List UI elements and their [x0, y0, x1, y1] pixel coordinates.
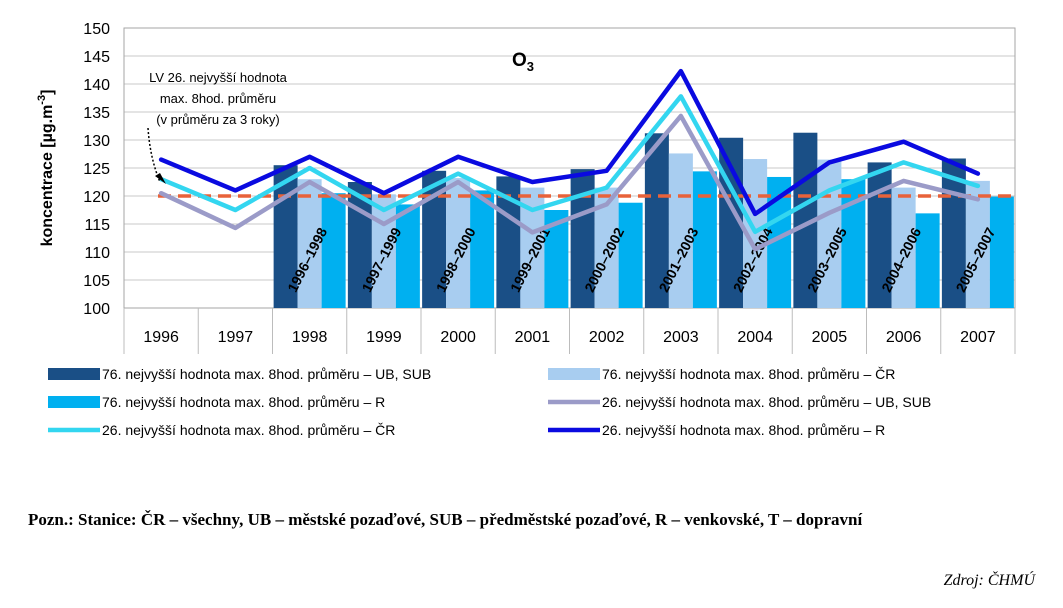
bar [395, 204, 420, 308]
y-tick-label: 130 [83, 133, 110, 150]
y-tick-label: 115 [84, 217, 110, 234]
bar [817, 159, 842, 308]
legend-swatch [48, 396, 100, 408]
y-tick-label: 150 [83, 21, 110, 38]
x-tick-label: 2001 [515, 329, 551, 346]
bar [891, 187, 916, 308]
note-text: Pozn.: Stanice: ČR – všechny, UB – městs… [28, 510, 863, 529]
y-tick-label: 135 [83, 105, 110, 122]
annotation-text: (v průměru za 3 roky) [156, 112, 280, 127]
source-text: Zdroj: ČHMÚ [943, 572, 1035, 589]
y-tick-label: 125 [83, 161, 110, 178]
bar [965, 180, 990, 308]
bar [446, 178, 471, 308]
y-tick-label: 105 [83, 273, 110, 290]
y-tick-label: 110 [84, 245, 110, 262]
legend-label: 26. nejvyšší hodnota max. 8hod. průměru … [102, 422, 395, 438]
legend-label: 76. nejvyšší hodnota max. 8hod. průměru … [602, 366, 895, 382]
annotation-text: LV 26. nejvyšší hodnota [149, 70, 288, 85]
x-tick-label: 2005 [812, 329, 848, 346]
annotation-arrow [147, 127, 161, 183]
y-axis-label: koncentrace [µg.m-3] [36, 90, 56, 247]
x-tick-label: 1996 [143, 329, 179, 346]
series-line [158, 94, 981, 235]
legend-label: 26. nejvyšší hodnota max. 8hod. průměru … [602, 422, 885, 438]
bar [989, 196, 1014, 308]
y-tick-label: 120 [83, 189, 110, 206]
bar [618, 202, 643, 308]
y-tick-label: 140 [83, 77, 110, 94]
bar [941, 158, 966, 308]
y-tick-label: 145 [83, 49, 110, 66]
legend-swatch [48, 368, 100, 380]
bar [321, 193, 346, 308]
x-tick-label: 2007 [960, 329, 996, 346]
bar [692, 171, 717, 308]
bar [915, 213, 940, 308]
y-tick-label: 100 [83, 301, 110, 318]
bar [470, 190, 495, 308]
legend-label: 76. nejvyšší hodnota max. 8hod. průměru … [102, 394, 385, 410]
series-line [158, 113, 981, 252]
bar [273, 165, 298, 308]
o3-chart: 100 105 110 115 120 125 130 135 140 145 150 1996 199… [36, 21, 1016, 438]
x-tick-label: 2003 [663, 329, 699, 346]
x-tick-label: 1997 [218, 329, 254, 346]
bar [371, 194, 396, 308]
legend-swatch [548, 368, 600, 380]
bar [297, 179, 322, 308]
legend-label: 26. nejvyšší hodnota max. 8hod. průměru … [602, 394, 931, 410]
chart-title: O3 [512, 50, 534, 74]
series-line [158, 68, 981, 217]
x-tick-label: 2000 [440, 329, 476, 346]
x-tick-label: 2004 [737, 329, 773, 346]
x-tick-label: 2006 [886, 329, 922, 346]
bar [644, 133, 669, 308]
x-tick-label: 2002 [589, 329, 625, 346]
legend-label: 76. nejvyšší hodnota max. 8hod. průměru … [102, 366, 431, 382]
x-tick-label: 1998 [292, 329, 328, 346]
annotation-arrowhead [155, 173, 166, 184]
annotation-text: max. 8hod. průměru [160, 91, 276, 106]
bar [668, 153, 693, 308]
x-tick-label: 1999 [366, 329, 402, 346]
